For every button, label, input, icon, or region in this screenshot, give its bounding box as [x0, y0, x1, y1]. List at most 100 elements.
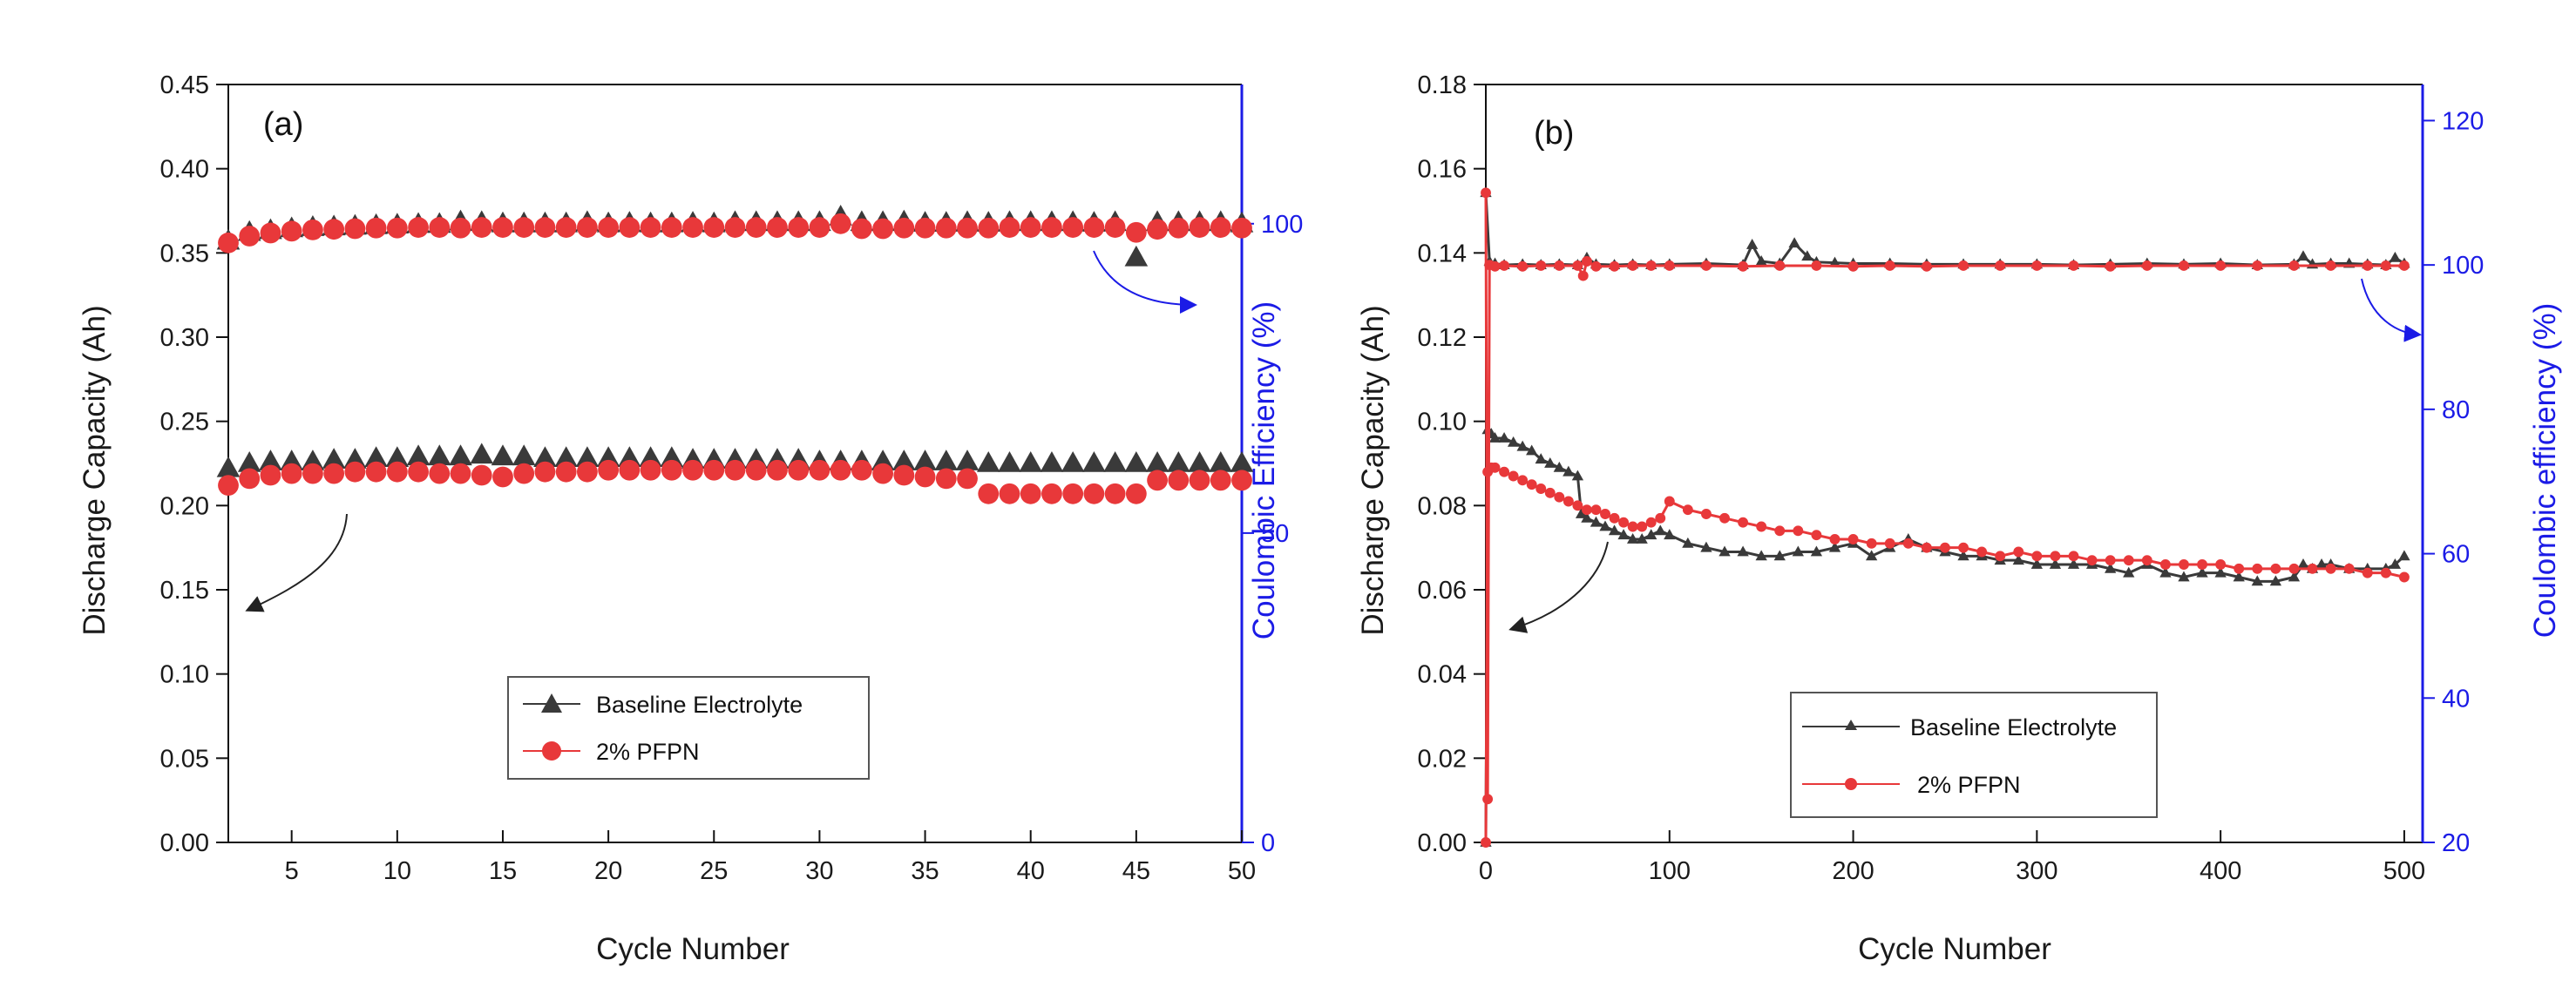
- panel-a-data-point: [427, 444, 451, 466]
- panel-b-data-point: [1544, 457, 1556, 468]
- panel-a-data-point: [555, 461, 577, 483]
- panel-b-data-point: [1626, 533, 1639, 544]
- panel-b-data-point: [2288, 563, 2300, 574]
- panel-b-data-point: [1792, 545, 1804, 557]
- panel-b-data-point: [2214, 566, 2227, 578]
- panel-a-data-point: [1189, 217, 1210, 238]
- panel-b-data-point: [1865, 550, 1878, 561]
- panel-b-y-tick-label: 0.00: [1418, 829, 1467, 857]
- panel-b-data-point: [1554, 491, 1565, 503]
- panel-b-data-point: [1482, 794, 1494, 805]
- panel-a-data-point: [1125, 483, 1147, 504]
- panel-a-data-point: [1231, 470, 1252, 491]
- panel-b-data-point: [2252, 563, 2263, 574]
- panel-a-data-point: [534, 461, 556, 483]
- panel-a-y-tick-label: 0.45: [160, 71, 209, 99]
- panel-b-data-point: [1755, 255, 1767, 266]
- panel-a-y-tick-label: 0.00: [160, 829, 209, 857]
- panel-b-y-tick-label: 0.12: [1418, 324, 1467, 352]
- panel-a-y-axis-title: Discharge Capacity (Ah): [78, 305, 112, 635]
- panel-a-data-point: [408, 217, 429, 238]
- panel-a-data-point: [492, 466, 513, 488]
- panel-a-data-point: [955, 450, 980, 470]
- panel-b-data-point: [2105, 555, 2116, 566]
- panel-b-data-point: [1517, 260, 1529, 272]
- panel-a-data-point: [745, 217, 767, 238]
- panel-b-data-point: [1517, 475, 1529, 486]
- panel-a-legend-label-baseline: Baseline Electrolyte: [596, 692, 803, 718]
- panel-b-data-point: [2398, 260, 2410, 271]
- panel-b-data-point: [2362, 260, 2373, 271]
- panel-b-y2-tick-label: 80: [2442, 396, 2470, 424]
- panel-a-data-point: [1083, 217, 1105, 238]
- panel-b-data-point: [2031, 260, 2043, 271]
- panel-b-data-point: [1489, 462, 1501, 473]
- panel-a-data-point: [576, 461, 598, 483]
- panel-a-data-point: [872, 463, 894, 484]
- panel-b-y-tick-label: 0.16: [1418, 156, 1467, 184]
- panel-a-data-point: [1020, 217, 1041, 238]
- panel-a-legend-marker-baseline: [541, 693, 562, 713]
- panel-b-data-point: [1801, 250, 1813, 261]
- panel-a-data-point: [976, 451, 1000, 472]
- panel-a-x-tick-label: 45: [1122, 857, 1150, 885]
- panel-a-data-point: [302, 219, 323, 240]
- panel-b-data-point: [1581, 511, 1593, 523]
- panel-b-data-point: [1544, 487, 1556, 498]
- panel-b: (b) Cycle Number Discharge Capacity (Ah)…: [1356, 71, 2562, 966]
- panel-b-data-point: [1829, 534, 1840, 544]
- panel-b-x-axis-title: Cycle Number: [1858, 932, 2051, 966]
- panel-a-data-point: [661, 217, 682, 238]
- panel-a-data-point: [619, 459, 641, 481]
- panel-b-legend-marker-baseline: [1845, 720, 1857, 730]
- panel-a-data-point: [281, 220, 302, 242]
- panel-b-data-point: [1526, 444, 1538, 456]
- panel-a-data-point: [1189, 470, 1210, 491]
- panel-b-data-point: [2325, 563, 2336, 574]
- panel-a-y2-tick-label: 50: [1261, 520, 1289, 548]
- panel-a-data-point: [1062, 217, 1084, 238]
- panel-a-data-point: [1041, 217, 1062, 238]
- panel-a-x-tick-label: 20: [594, 857, 622, 885]
- panel-a-data-point: [788, 459, 810, 481]
- panel-b-data-point: [2234, 563, 2245, 574]
- panel-a-data-point: [851, 218, 872, 240]
- panel-b-data-point: [1773, 550, 1786, 561]
- panel-a-data-point: [1062, 483, 1084, 504]
- panel-b-data-point: [1884, 260, 1895, 271]
- panel-a-data-point: [745, 459, 767, 481]
- panel-b-data-point: [2068, 260, 2079, 271]
- panel-b-series-line: [1484, 193, 2405, 267]
- panel-b-data-point: [1535, 453, 1547, 464]
- panel-b-data-point: [2105, 260, 2116, 272]
- panel-b-data-point: [1609, 512, 1620, 524]
- panel-b-data-point: [2123, 566, 2135, 578]
- panel-a-data-point: [1125, 221, 1147, 243]
- panel-b-data-point: [2012, 554, 2024, 565]
- panel-a-data-point: [471, 464, 492, 486]
- panel-a-arrow-left-axis: [245, 513, 348, 612]
- panel-b-y2-tick-label: 20: [2442, 829, 2470, 857]
- panel-b-data-point: [2215, 559, 2227, 570]
- panel-a-data-point: [703, 459, 725, 481]
- panel-a-data-point: [1167, 451, 1190, 472]
- panel-b-x-tick-label: 0: [1479, 857, 1493, 885]
- panel-a-data-point: [533, 446, 557, 467]
- panel-b-data-point: [1810, 545, 1823, 557]
- panel-b-data-point: [1627, 521, 1638, 532]
- panel-b-data-point: [1793, 525, 1804, 537]
- panel-b-y-tick-label: 0.10: [1418, 409, 1467, 436]
- panel-b-data-point: [1654, 524, 1666, 536]
- panel-a-data-point: [344, 461, 366, 483]
- panel-a-data-point: [1083, 483, 1105, 504]
- panel-b-data-point: [1508, 470, 1519, 482]
- panel-b-data-point: [2049, 558, 2062, 569]
- panel-b-data-point: [1811, 260, 1822, 271]
- panel-b-data-point: [1700, 260, 1712, 271]
- panel-a-data-point: [406, 444, 430, 466]
- panel-a-legend-box: [507, 676, 870, 780]
- panel-b-y2-tick-label: 100: [2442, 252, 2484, 280]
- panel-b-data-point: [1563, 496, 1574, 507]
- panel-a-data-point: [851, 459, 872, 481]
- panel-b-data-point: [2179, 260, 2189, 271]
